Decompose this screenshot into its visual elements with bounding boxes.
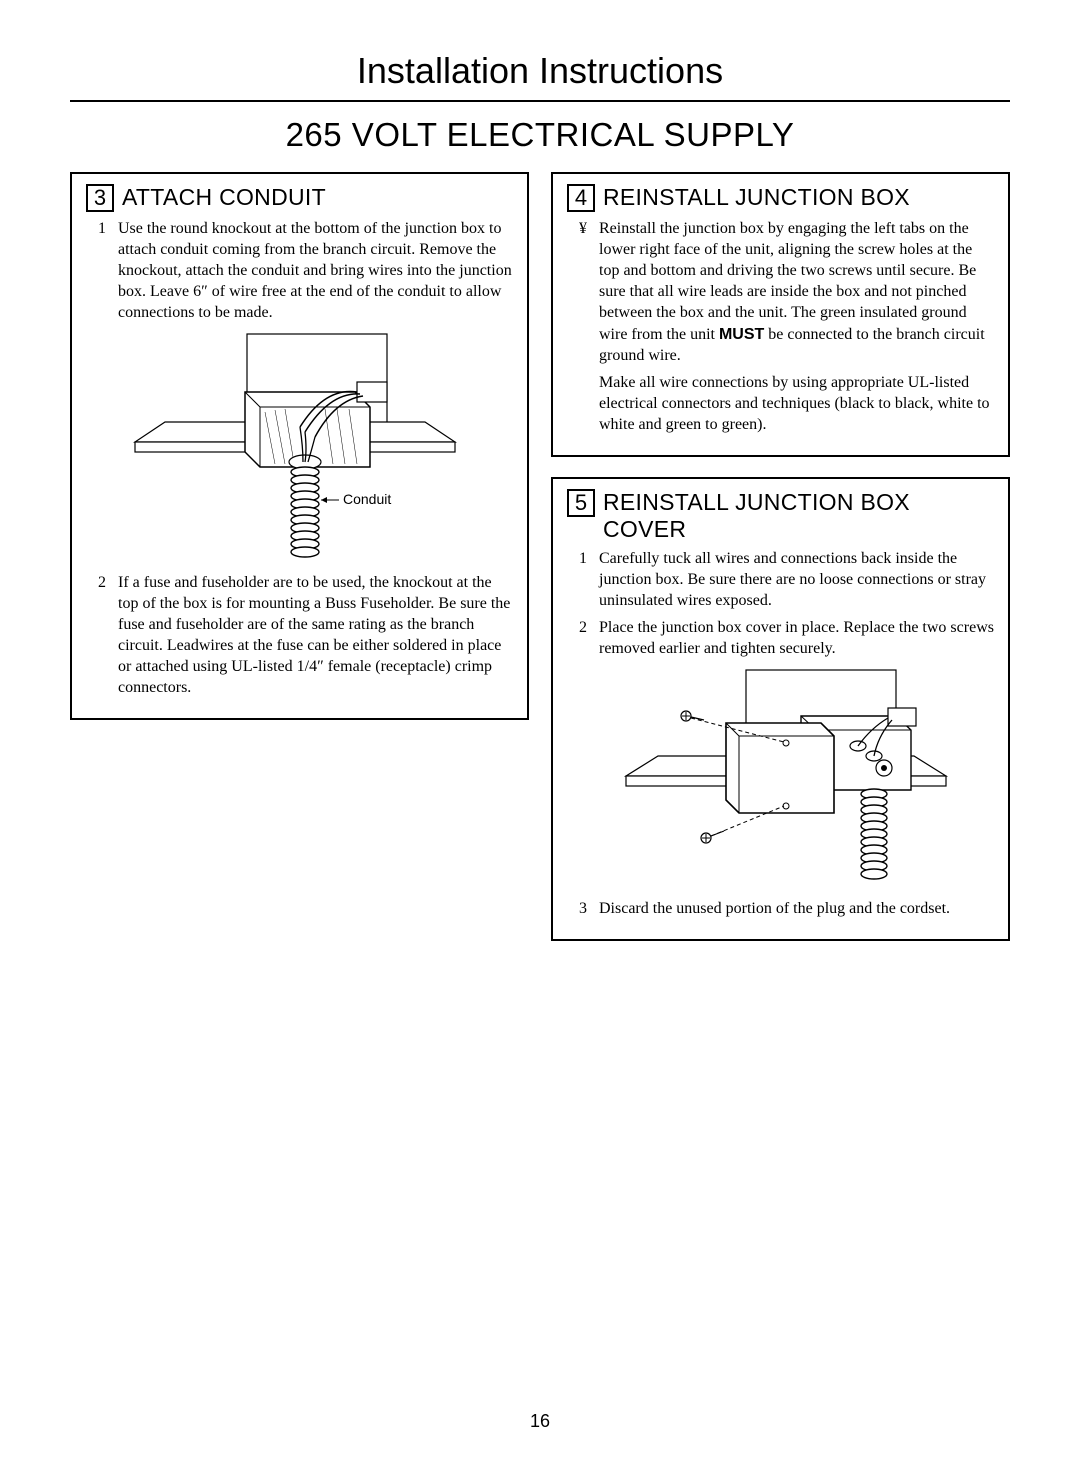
- subtitle: 265 VOLT ELECTRICAL SUPPLY: [70, 116, 1010, 154]
- step-5-header: 5 REINSTALL JUNCTION BOX COVER: [567, 489, 994, 542]
- step-4-bullet: ¥ Reinstall the junction box by engaging…: [567, 218, 994, 366]
- step-5-item-2: 2 Place the junction box cover in place.…: [567, 617, 994, 659]
- item-text: Reinstall the junction box by engaging t…: [599, 218, 994, 366]
- right-column: 4 REINSTALL JUNCTION BOX ¥ Reinstall the…: [551, 172, 1010, 941]
- item-number: 2: [98, 572, 110, 699]
- step-5-item-3: 3 Discard the unused portion of the plug…: [567, 898, 994, 919]
- page-number: 16: [70, 1411, 1010, 1432]
- step-3-header: 3 ATTACH CONDUIT: [86, 184, 513, 212]
- step-3-item-2: 2 If a fuse and fuseholder are to be use…: [86, 572, 513, 699]
- item-number: 1: [98, 218, 110, 324]
- step-4-header: 4 REINSTALL JUNCTION BOX: [567, 184, 994, 212]
- left-column: 3 ATTACH CONDUIT 1 Use the round knockou…: [70, 172, 529, 720]
- item-number: 2: [579, 617, 591, 659]
- main-title: Installation Instructions: [70, 50, 1010, 92]
- item-text: Carefully tuck all wires and connections…: [599, 548, 994, 611]
- step-4-box: 4 REINSTALL JUNCTION BOX ¥ Reinstall the…: [551, 172, 1010, 457]
- step-4-title: REINSTALL JUNCTION BOX: [603, 184, 910, 210]
- step-5-title: REINSTALL JUNCTION BOX COVER: [603, 489, 994, 542]
- item-number: 3: [579, 898, 591, 919]
- step-3-figure: Conduit: [86, 332, 513, 562]
- step-3-title: ATTACH CONDUIT: [122, 184, 326, 210]
- step-5-number: 5: [567, 489, 595, 517]
- screw-icon: [701, 831, 724, 843]
- item-text: If a fuse and fuseholder are to be used,…: [118, 572, 513, 699]
- item-text: Discard the unused portion of the plug a…: [599, 898, 994, 919]
- junction-cover-diagram-icon: [596, 668, 966, 888]
- step-3-number: 3: [86, 184, 114, 212]
- text-pre: Reinstall the junction box by engaging t…: [599, 220, 976, 343]
- screw-icon: [681, 711, 704, 721]
- step-5-item-1: 1 Carefully tuck all wires and connectio…: [567, 548, 994, 611]
- conduit-diagram-icon: Conduit: [125, 332, 475, 562]
- step-3-item-1: 1 Use the round knockout at the bottom o…: [86, 218, 513, 324]
- conduit-label: Conduit: [343, 491, 391, 507]
- must-text: MUST: [719, 326, 764, 343]
- step-4-para-2: Make all wire connections by using appro…: [567, 372, 994, 435]
- step-5-box: 5 REINSTALL JUNCTION BOX COVER 1 Careful…: [551, 477, 1010, 941]
- title-rule: [70, 100, 1010, 102]
- columns: 3 ATTACH CONDUIT 1 Use the round knockou…: [70, 172, 1010, 941]
- item-text: Use the round knockout at the bottom of …: [118, 218, 513, 324]
- item-number: 1: [579, 548, 591, 611]
- bullet-marker: ¥: [579, 218, 591, 366]
- item-text: Place the junction box cover in place. R…: [599, 617, 994, 659]
- step-3-box: 3 ATTACH CONDUIT 1 Use the round knockou…: [70, 172, 529, 720]
- step-4-number: 4: [567, 184, 595, 212]
- step-5-figure: [567, 668, 994, 888]
- page: Installation Instructions 265 VOLT ELECT…: [0, 0, 1080, 1472]
